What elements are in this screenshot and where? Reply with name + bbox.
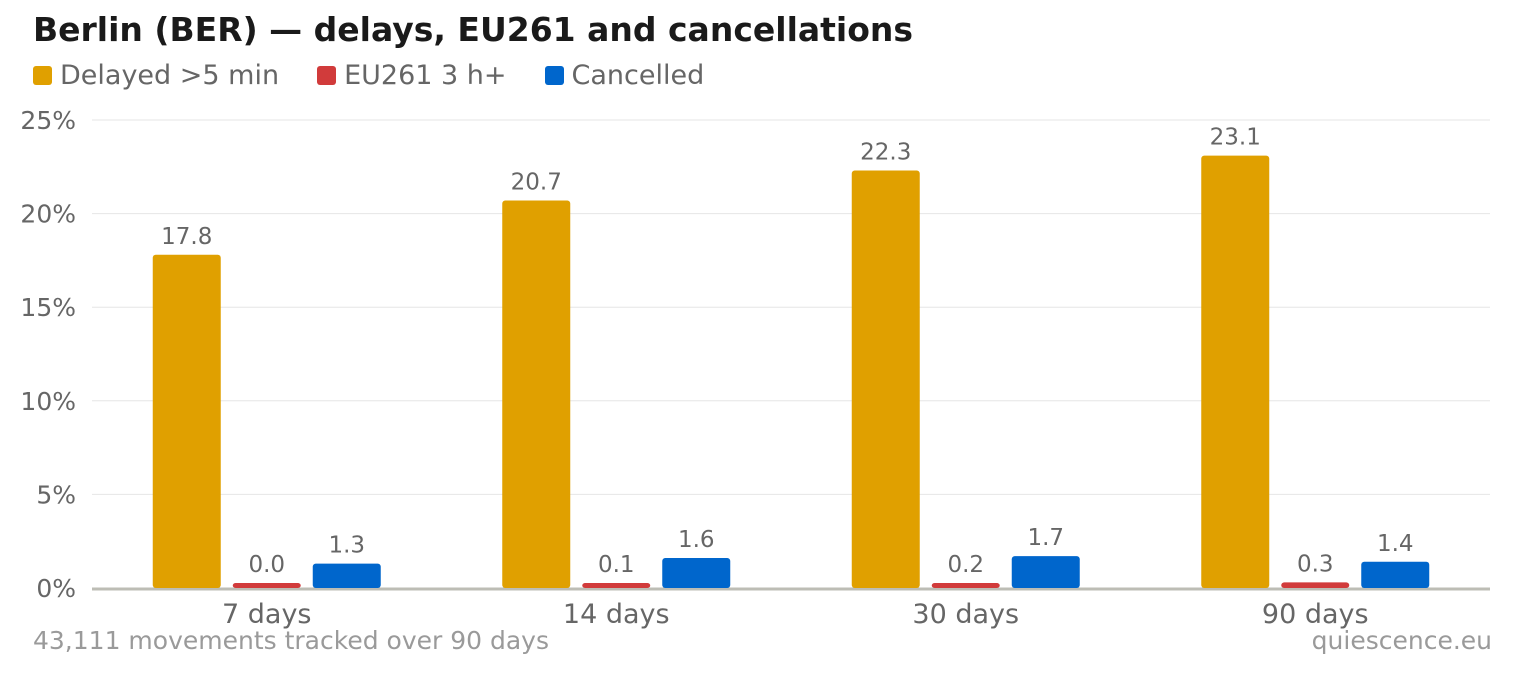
y-tick-label: 10% bbox=[20, 387, 76, 416]
bar bbox=[152, 254, 221, 588]
x-tick-label: 90 days bbox=[1262, 599, 1369, 630]
bar bbox=[582, 583, 651, 588]
footer-note: 43,111 movements tracked over 90 days bbox=[33, 626, 549, 655]
legend-swatch-cancelled bbox=[544, 66, 564, 85]
bar bbox=[1281, 582, 1350, 588]
footer-source: quiescence.eu bbox=[1311, 626, 1492, 655]
legend-label-cancelled: Cancelled bbox=[571, 60, 705, 91]
bar bbox=[931, 583, 1000, 588]
bar bbox=[232, 583, 301, 588]
data-label: 20.7 bbox=[511, 169, 562, 195]
data-label: 0.3 bbox=[1297, 551, 1334, 577]
y-tick-label: 15% bbox=[20, 293, 76, 322]
bar bbox=[1011, 556, 1080, 588]
data-label: 0.2 bbox=[947, 552, 984, 578]
data-label: 0.0 bbox=[248, 552, 285, 578]
data-label: 1.4 bbox=[1377, 531, 1414, 557]
data-label: 1.6 bbox=[678, 527, 715, 553]
bar bbox=[502, 200, 571, 588]
data-label: 22.3 bbox=[860, 140, 911, 166]
legend-swatch-eu261 bbox=[317, 66, 337, 85]
x-tick-label: 14 days bbox=[563, 599, 670, 630]
bar bbox=[662, 558, 731, 588]
legend-swatch-delayed bbox=[33, 66, 52, 85]
data-label: 17.8 bbox=[161, 224, 212, 250]
bar bbox=[1201, 155, 1270, 588]
x-tick-label: 30 days bbox=[912, 599, 1019, 630]
data-label: 1.7 bbox=[1027, 525, 1064, 551]
y-tick-label: 5% bbox=[36, 480, 76, 509]
y-tick-label: 0% bbox=[36, 574, 76, 603]
x-tick-label: 7 days bbox=[222, 599, 312, 630]
chart-legend: Delayed >5 min EU261 3 h+ Cancelled bbox=[33, 60, 742, 91]
bar bbox=[1361, 561, 1430, 588]
chart-title: Berlin (BER) — delays, EU261 and cancell… bbox=[33, 10, 914, 49]
bar bbox=[851, 170, 920, 588]
legend-label-delayed: Delayed >5 min bbox=[60, 60, 280, 91]
bar bbox=[312, 563, 381, 588]
legend-item-delayed: Delayed >5 min bbox=[33, 60, 279, 91]
data-label: 1.3 bbox=[328, 533, 365, 559]
legend-item-eu261: EU261 3 h+ bbox=[317, 60, 507, 91]
legend-item-cancelled: Cancelled bbox=[544, 60, 705, 91]
data-label: 0.1 bbox=[598, 552, 635, 578]
y-tick-label: 25% bbox=[20, 106, 76, 135]
legend-label-eu261: EU261 3 h+ bbox=[344, 60, 507, 91]
data-label: 23.1 bbox=[1210, 125, 1261, 151]
y-tick-label: 20% bbox=[20, 200, 76, 229]
